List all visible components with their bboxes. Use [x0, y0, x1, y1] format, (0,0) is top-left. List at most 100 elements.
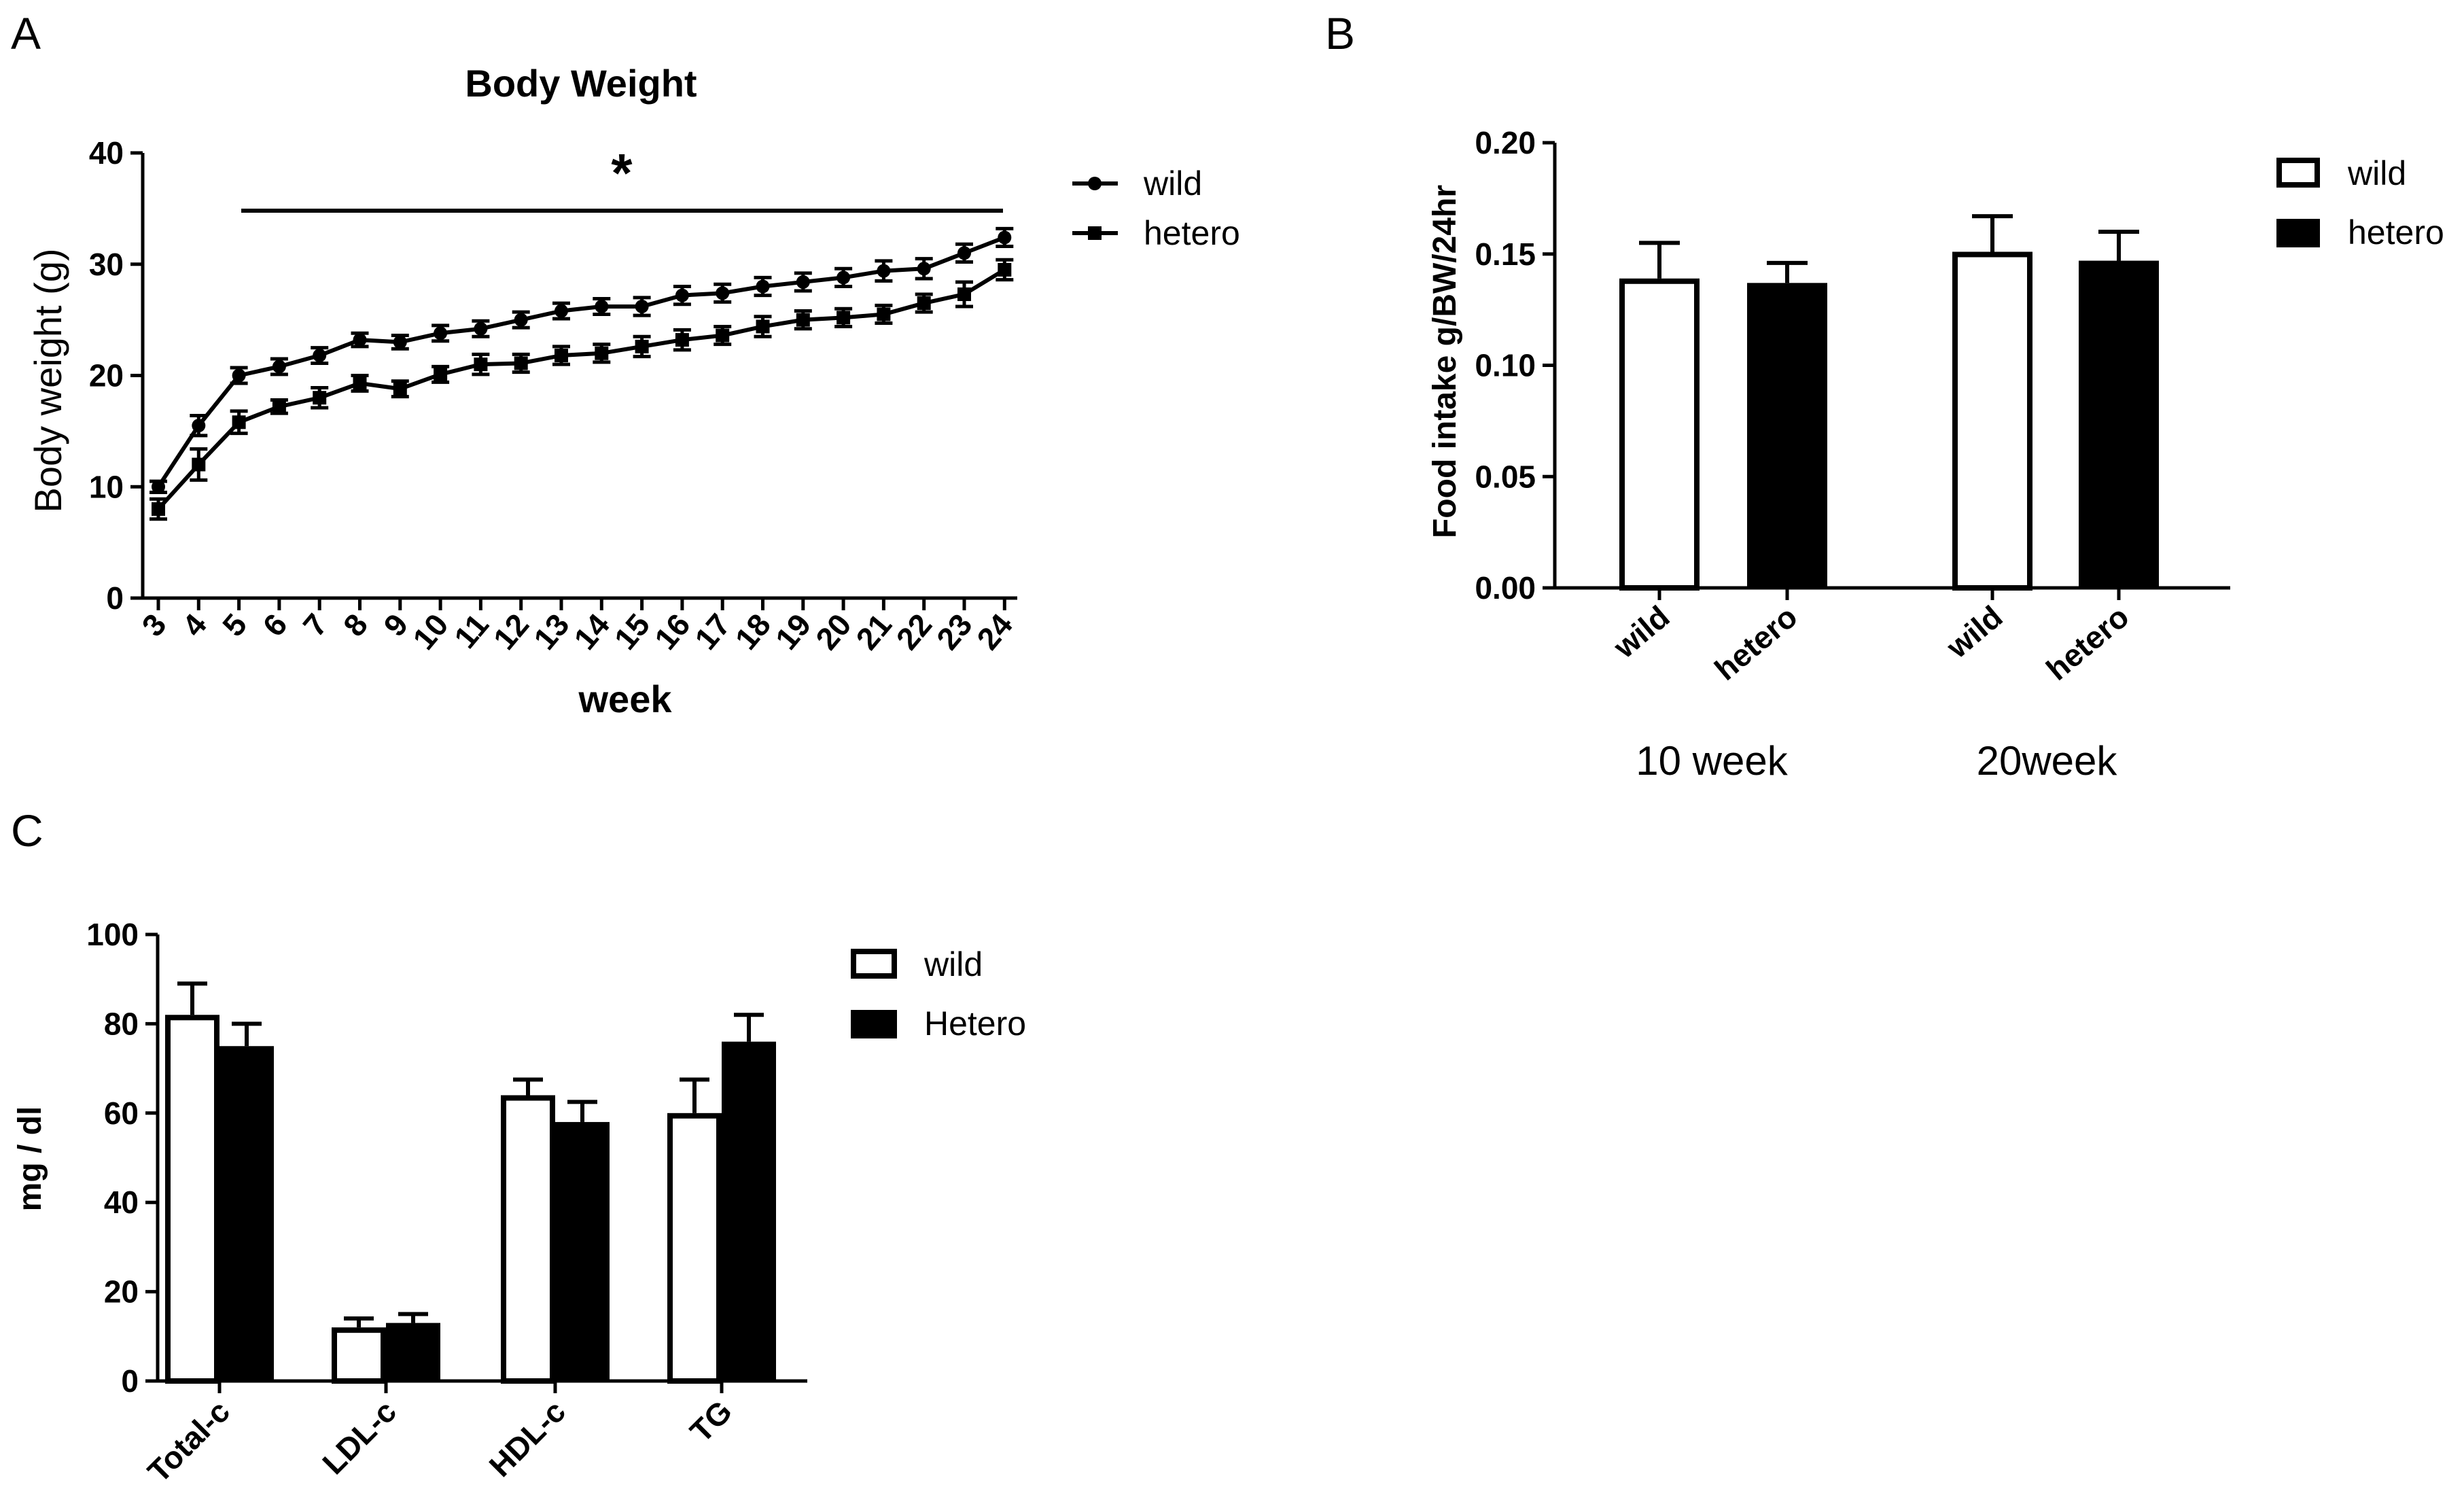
data-point-wild: [514, 313, 528, 327]
data-point-wild: [675, 288, 689, 302]
data-point-wild: [957, 246, 971, 260]
data-point-wild: [152, 480, 165, 494]
data-point-hetero: [192, 457, 206, 472]
y-tick-label: 0.10: [1475, 348, 1536, 383]
legend-label-wild: wild: [2347, 154, 2406, 192]
legend-item-hetero: hetero: [1072, 214, 1240, 252]
data-point-wild: [192, 419, 206, 433]
legend-swatch-wild: [851, 949, 897, 979]
y-tick-label: 0: [106, 580, 124, 616]
y-tick-label: 60: [104, 1096, 139, 1131]
panel-a-significance: *: [241, 143, 1003, 213]
series-line-wild: [156, 235, 1006, 488]
legend-item-hetero: Hetero: [851, 1004, 1026, 1043]
y-tick-label: 20: [104, 1274, 139, 1310]
legend-marker-hetero: [1088, 226, 1102, 240]
data-point-hetero: [272, 400, 286, 414]
panel-letter-b: B: [1325, 8, 1355, 58]
panel-b-y-ticks: 0.00 0.05 0.10 0.15 0.20: [1475, 125, 1555, 606]
bar-group-10-week-hetero: [1747, 260, 1827, 588]
data-point-hetero: [313, 391, 327, 405]
panel-a-legend: wild hetero: [1072, 164, 1240, 252]
bar-hetero: [2079, 260, 2159, 588]
data-point-wild: [555, 304, 568, 318]
panel-c-y-ticks: 0 20 40 60 80 100: [86, 917, 158, 1399]
data-point-hetero: [796, 313, 810, 327]
legend-label-wild: wild: [1143, 164, 1202, 203]
data-point-wild: [998, 230, 1012, 245]
bar-hetero: [386, 1323, 440, 1381]
bar-group-10-week-wild: [1619, 241, 1700, 591]
data-point-wild: [877, 264, 891, 278]
bar-hdl-c-hetero: [555, 1100, 610, 1381]
legend-item-wild: wild: [1072, 164, 1202, 203]
data-point-hetero: [998, 262, 1012, 277]
panel-b-bars: [1619, 214, 2159, 591]
panel-a-title: Body Weight: [465, 62, 697, 105]
data-point-hetero: [957, 287, 971, 301]
y-tick-label: 100: [86, 917, 139, 952]
data-point-wild: [353, 333, 367, 347]
panel-c-y-axis-label: mg / dl: [12, 1106, 48, 1212]
y-tick-label: 20: [89, 358, 124, 394]
y-tick-label: 80: [104, 1006, 139, 1041]
legend-swatch-hetero: [2276, 219, 2320, 247]
data-point-wild: [313, 349, 327, 363]
series-line-hetero: [156, 268, 1006, 511]
data-point-wild: [232, 368, 246, 383]
data-point-wild: [434, 326, 448, 340]
legend-swatch-wild: [2276, 158, 2320, 188]
bar-wild: [1619, 278, 1700, 591]
panel-b-bar-chart: Food intake g/BW/24hr 0.000.050.100.150.…: [1427, 125, 2444, 784]
y-tick-label: 30: [89, 247, 124, 282]
y-tick-label: 0.00: [1475, 570, 1536, 606]
data-point-wild: [635, 299, 649, 313]
legend-item-hetero: hetero: [2276, 213, 2444, 251]
data-point-hetero: [877, 307, 891, 321]
data-point-hetero: [917, 296, 931, 311]
bar-total-c-hetero: [219, 1021, 274, 1381]
data-point-wild: [837, 270, 851, 285]
data-point-hetero: [675, 333, 689, 347]
data-point-wild: [393, 335, 407, 349]
data-point-hetero: [837, 311, 851, 325]
data-point-hetero: [514, 356, 528, 370]
legend-label-hetero: hetero: [2348, 213, 2444, 251]
legend-item-wild: wild: [851, 945, 983, 983]
data-point-hetero: [716, 328, 730, 343]
bar-hetero: [219, 1046, 274, 1381]
y-tick-label: 0: [121, 1363, 139, 1399]
bar-hetero: [555, 1121, 610, 1381]
legend-swatch-hetero: [851, 1010, 897, 1038]
legend-marker-wild: [1088, 177, 1102, 190]
panel-letter-c: C: [11, 805, 43, 856]
legend-label-wild: wild: [923, 945, 983, 983]
bar-tg-hetero: [722, 1013, 776, 1381]
data-point-hetero: [595, 346, 609, 360]
bar-hetero: [722, 1041, 776, 1381]
data-point-hetero: [152, 502, 165, 516]
data-point-hetero: [555, 349, 568, 363]
panel-a-series: [149, 226, 1014, 521]
bar-wild: [1952, 251, 2032, 591]
data-point-wild: [595, 299, 609, 313]
bar-total-c-wild: [165, 981, 219, 1384]
y-tick-label: 0.20: [1475, 125, 1536, 160]
bar-hdl-c-wild: [501, 1077, 555, 1384]
y-tick-label: 40: [89, 135, 124, 171]
data-point-wild: [272, 360, 286, 374]
legend-label-hetero: hetero: [1144, 214, 1240, 252]
panel-a-y-axis-label: Body weight (g): [27, 248, 69, 512]
panel-letter-a: A: [11, 8, 41, 58]
y-tick-label: 10: [89, 469, 124, 504]
bar-hetero: [1747, 283, 1827, 588]
bar-group-20week-hetero: [2079, 230, 2159, 588]
data-point-wild: [474, 321, 488, 336]
data-point-hetero: [232, 415, 246, 430]
panel-a-x-axis-label: week: [578, 678, 673, 720]
data-point-wild: [716, 286, 730, 300]
